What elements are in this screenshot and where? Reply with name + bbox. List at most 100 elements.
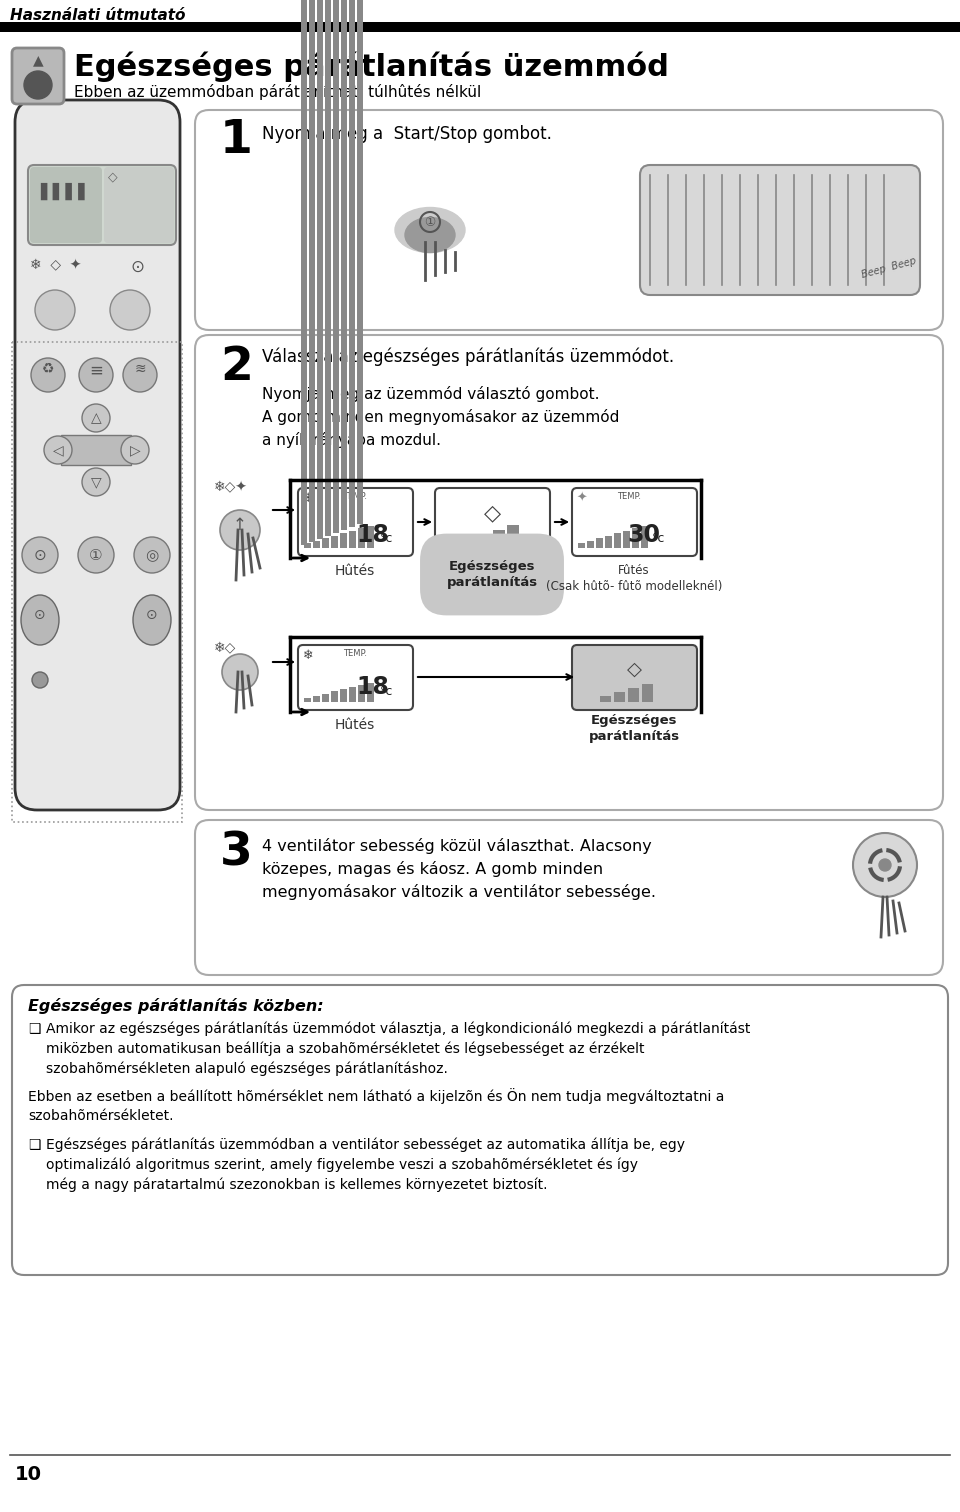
Text: ◎: ◎	[145, 547, 158, 562]
FancyBboxPatch shape	[298, 646, 413, 711]
Text: ❄: ❄	[303, 491, 314, 505]
Bar	[628, 688, 639, 702]
Text: 1: 1	[220, 118, 252, 163]
Bar	[614, 692, 625, 702]
Circle shape	[134, 537, 170, 573]
Bar	[507, 525, 519, 547]
Text: 10: 10	[15, 1465, 42, 1483]
Circle shape	[220, 510, 260, 550]
Bar	[322, 694, 329, 702]
Text: ①: ①	[424, 216, 436, 228]
Circle shape	[24, 71, 52, 98]
Text: Egészséges
parátlanítás: Egészséges parátlanítás	[446, 559, 538, 590]
Bar	[600, 696, 611, 702]
Text: △: △	[90, 411, 102, 425]
Bar	[331, 691, 338, 702]
Circle shape	[853, 833, 917, 897]
Text: ◇: ◇	[108, 169, 118, 183]
Text: Egészséges párátlanítás üzemmódban a ventilátor sebességet az automatika állítja: Egészséges párátlanítás üzemmódban a ven…	[46, 1139, 685, 1191]
Bar	[325, 0, 331, 535]
Circle shape	[22, 537, 58, 573]
Text: ❄◇: ❄◇	[214, 640, 236, 655]
Circle shape	[79, 358, 113, 392]
Text: 4 ventilátor sebesség közül választhat. Alacsony
közepes, magas és káosz. A gomb: 4 ventilátor sebesség közül választhat. …	[262, 838, 656, 900]
Bar	[367, 526, 374, 547]
Bar	[0, 23, 960, 32]
Text: ❑: ❑	[28, 1139, 40, 1152]
Circle shape	[121, 435, 149, 464]
FancyBboxPatch shape	[104, 166, 174, 243]
FancyBboxPatch shape	[30, 166, 102, 243]
Text: Fûtés
(Csak hûtõ- fûtõ modelleknél): Fûtés (Csak hûtõ- fûtõ modelleknél)	[546, 564, 722, 593]
Text: °c: °c	[380, 532, 394, 544]
FancyBboxPatch shape	[15, 100, 180, 810]
Bar	[322, 538, 329, 547]
Bar	[367, 682, 374, 702]
Text: 18: 18	[356, 674, 389, 699]
Text: ▷: ▷	[130, 443, 140, 457]
Bar	[349, 686, 356, 702]
Text: Válassza az egészséges párátlanítás üzemmódot.: Válassza az egészséges párátlanítás üzem…	[262, 348, 674, 366]
Circle shape	[879, 859, 891, 871]
Circle shape	[222, 655, 258, 689]
Ellipse shape	[21, 596, 59, 646]
FancyBboxPatch shape	[298, 488, 413, 556]
Text: TEMP.: TEMP.	[617, 491, 641, 500]
Bar	[596, 538, 603, 547]
Text: °c: °c	[380, 685, 394, 699]
FancyBboxPatch shape	[435, 488, 550, 556]
Text: ✦: ✦	[577, 491, 588, 505]
Text: ⊙: ⊙	[35, 608, 46, 621]
Bar	[333, 0, 339, 534]
Text: Egészséges
parátlanítás: Egészséges parátlanítás	[588, 714, 680, 742]
Text: Hûtés: Hûtés	[335, 564, 375, 578]
Text: ⊙: ⊙	[146, 608, 157, 621]
Text: Használati útmutató: Használati útmutató	[10, 8, 185, 23]
Text: 2: 2	[220, 345, 252, 390]
Bar	[623, 531, 630, 547]
Bar	[357, 0, 363, 525]
Text: Ebben az üzemmódban párátlaníthat, túlhûtés nélkül: Ebben az üzemmódban párátlaníthat, túlhû…	[74, 85, 481, 100]
Bar	[304, 543, 311, 547]
Circle shape	[82, 469, 110, 496]
Bar	[304, 699, 311, 702]
Ellipse shape	[133, 596, 171, 646]
Bar	[493, 531, 505, 547]
Text: 18: 18	[356, 523, 389, 547]
FancyBboxPatch shape	[12, 984, 948, 1275]
Text: ◇: ◇	[627, 661, 641, 679]
Text: ♻: ♻	[41, 361, 55, 376]
FancyBboxPatch shape	[195, 336, 943, 810]
Text: ⊙: ⊙	[34, 547, 46, 562]
Bar	[301, 0, 307, 544]
Text: ❄◇✦: ❄◇✦	[214, 479, 248, 494]
Bar	[331, 535, 338, 547]
Circle shape	[110, 290, 150, 330]
Text: ①: ①	[89, 547, 103, 562]
Circle shape	[82, 404, 110, 432]
Bar	[587, 540, 594, 547]
FancyBboxPatch shape	[28, 165, 176, 245]
Text: Amikor az egészséges párátlanítás üzemmódot választja, a légkondicionáló megkezd: Amikor az egészséges párátlanítás üzemmó…	[46, 1022, 751, 1077]
Text: ❑: ❑	[28, 1022, 40, 1036]
Text: ≋: ≋	[134, 361, 146, 376]
Text: ▲: ▲	[33, 53, 43, 67]
Text: TEMP.: TEMP.	[343, 649, 367, 658]
Text: 30: 30	[627, 523, 660, 547]
Bar	[641, 526, 648, 547]
Bar	[614, 534, 621, 547]
Bar	[632, 528, 639, 547]
Text: ⊙: ⊙	[130, 259, 144, 277]
Text: Nyomja meg az üzemmód választó gombot.
A gomb minden megnyomásakor az üzemmód
a : Nyomja meg az üzemmód választó gombot. A…	[262, 386, 619, 448]
Text: Nyomja meg a  Start/Stop gombot.: Nyomja meg a Start/Stop gombot.	[262, 125, 552, 144]
Bar	[578, 543, 585, 547]
Bar	[340, 534, 347, 547]
Bar	[313, 540, 320, 547]
Ellipse shape	[395, 207, 465, 253]
Bar	[605, 535, 612, 547]
FancyBboxPatch shape	[572, 646, 697, 711]
Bar	[465, 540, 477, 547]
Text: Ebben az esetben a beállított hõmérséklet nem látható a kijelzõn és Ön nem tudja: Ebben az esetben a beállított hõmérsékle…	[28, 1089, 725, 1123]
FancyBboxPatch shape	[572, 488, 697, 556]
Text: 3: 3	[220, 830, 252, 875]
